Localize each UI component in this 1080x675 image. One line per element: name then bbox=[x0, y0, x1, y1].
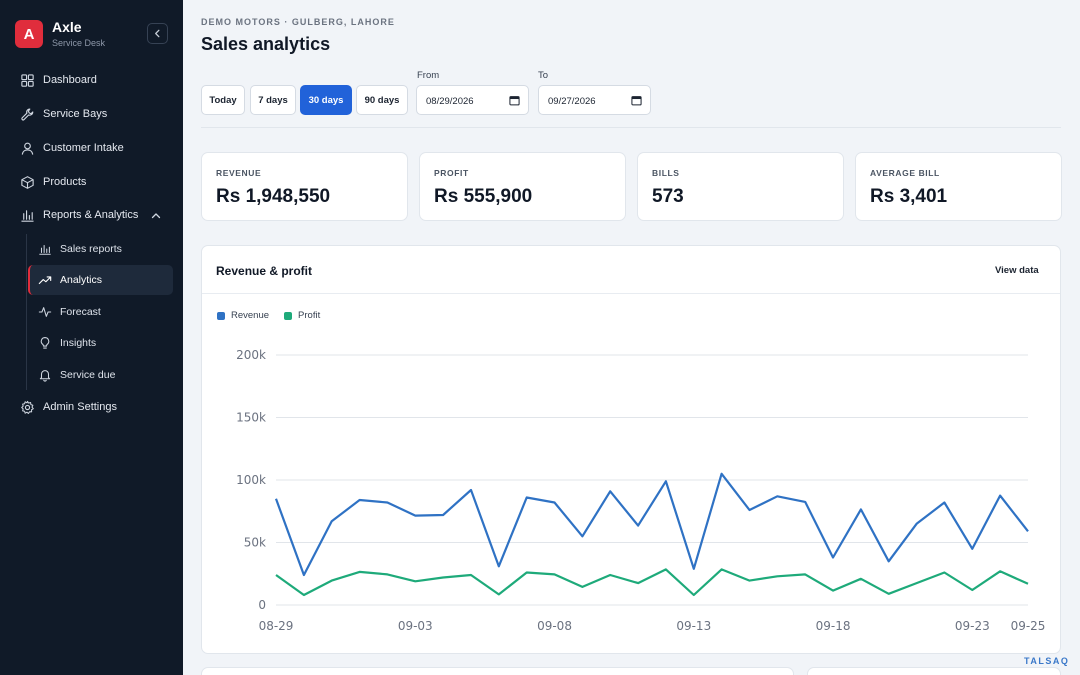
sidebar-subitem-insights[interactable]: Insights bbox=[28, 328, 173, 358]
range-7-days-button[interactable]: 7 days bbox=[250, 85, 296, 115]
lower-card-left bbox=[201, 667, 794, 675]
from-date-input[interactable]: 08/29/2026 bbox=[416, 85, 529, 115]
series-line-revenue[interactable] bbox=[274, 472, 1029, 577]
kpi-label: AVERAGE BILL bbox=[870, 168, 940, 178]
grid-icon bbox=[21, 74, 34, 87]
chart-title: Revenue & profit bbox=[216, 264, 313, 278]
sidebar-subitem-label: Service due bbox=[60, 369, 116, 381]
sidebar-item-admin-settings[interactable]: Admin Settings bbox=[0, 393, 183, 423]
range-today-button[interactable]: Today bbox=[201, 85, 245, 115]
range-90-days-button[interactable]: 90 days bbox=[356, 85, 408, 115]
kpi-value: 573 bbox=[652, 186, 684, 207]
collapse-sidebar-button[interactable] bbox=[147, 23, 168, 44]
calendar-icon[interactable] bbox=[509, 95, 520, 106]
gear-icon bbox=[21, 400, 34, 415]
sidebar-item-label: Reports & Analytics bbox=[43, 209, 139, 221]
trending-up-icon bbox=[38, 276, 52, 285]
sidebar-subitem-sales-reports[interactable]: Sales reports bbox=[28, 234, 173, 264]
kpi-card-revenue: REVENUE Rs 1,948,550 bbox=[201, 152, 408, 221]
revenue-profit-card: Revenue & profit View data Revenue Profi… bbox=[201, 245, 1061, 654]
calendar-icon[interactable] bbox=[631, 95, 642, 106]
to-date-value: 09/27/2026 bbox=[548, 96, 596, 107]
brand[interactable]: A Axle Service Desk bbox=[15, 19, 105, 49]
sidebar-subitem-service-due[interactable]: Service due bbox=[28, 360, 173, 390]
page-eyebrow: DEMO MOTORS · GULBERG, LAHORE bbox=[201, 17, 395, 27]
sidebar-subitem-label: Insights bbox=[60, 337, 97, 349]
sidebar-item-reports-analytics[interactable]: Reports & Analytics bbox=[0, 201, 183, 231]
watermark: TALSAQ bbox=[1024, 656, 1070, 666]
kpi-value: Rs 3,401 bbox=[870, 186, 948, 207]
sidebar-subitem-forecast[interactable]: Forecast bbox=[28, 297, 173, 327]
sidebar-item-dashboard[interactable]: Dashboard bbox=[0, 66, 183, 96]
brand-name: Axle bbox=[52, 19, 82, 35]
kpi-value: Rs 555,900 bbox=[434, 186, 533, 207]
line-chart: 0 50k 100k 150k 200k 08-29 09-03 09-08 09-13 09-1… bbox=[236, 348, 1046, 633]
kpi-value: Rs 1,948,550 bbox=[216, 186, 331, 207]
to-label: To bbox=[538, 70, 549, 81]
box-icon bbox=[21, 176, 34, 189]
kpi-label: PROFIT bbox=[434, 168, 469, 178]
series-line-profit[interactable] bbox=[275, 568, 1029, 597]
sidebar: A Axle Service Desk Dashboard Service Ba… bbox=[0, 0, 183, 675]
y-tick-label: 100k bbox=[236, 473, 266, 487]
brand-logo: A bbox=[15, 20, 43, 48]
y-tick-label: 200k bbox=[236, 348, 266, 362]
x-tick-label: 09-23 bbox=[955, 619, 990, 633]
sidebar-item-label: Admin Settings bbox=[43, 401, 117, 413]
from-date-value: 08/29/2026 bbox=[426, 96, 474, 107]
lower-card-right bbox=[807, 667, 1061, 675]
kpi-label: REVENUE bbox=[216, 168, 262, 178]
from-label: From bbox=[417, 70, 440, 81]
to-date-input[interactable]: 09/27/2026 bbox=[538, 85, 651, 115]
y-tick-label: 150k bbox=[236, 411, 266, 425]
bar-chart-icon bbox=[39, 244, 51, 255]
range-30-days-button[interactable]: 30 days bbox=[300, 85, 352, 115]
bar-chart-icon bbox=[21, 210, 34, 222]
x-tick-label: 08-29 bbox=[259, 619, 294, 633]
page-title: Sales analytics bbox=[201, 34, 331, 54]
chevron-left-icon bbox=[155, 29, 160, 38]
bell-icon bbox=[39, 370, 51, 382]
sidebar-subitem-label: Analytics bbox=[60, 274, 103, 286]
chart-legend: Revenue Profit bbox=[217, 310, 335, 321]
sidebar-item-label: Customer Intake bbox=[43, 142, 124, 154]
y-tick-label: 50k bbox=[244, 536, 266, 550]
header-divider bbox=[201, 127, 1061, 128]
x-tick-label: 09-25 bbox=[1011, 619, 1046, 633]
sidebar-item-label: Service Bays bbox=[43, 108, 108, 120]
x-tick-label: 09-18 bbox=[816, 619, 851, 633]
x-tick-label: 09-13 bbox=[676, 619, 711, 633]
chevron-up-icon bbox=[151, 213, 161, 219]
sidebar-item-products[interactable]: Products bbox=[0, 168, 183, 198]
view-data-button[interactable]: View data bbox=[995, 265, 1039, 276]
brand-subtitle: Service Desk bbox=[52, 38, 106, 48]
chart-card-header: Revenue & profit View data bbox=[202, 246, 1060, 294]
sidebar-item-customer-intake[interactable]: Customer Intake bbox=[0, 134, 183, 164]
sidebar-item-label: Dashboard bbox=[43, 74, 97, 86]
y-tick-label: 0 bbox=[258, 598, 266, 612]
kpi-card-profit: PROFIT Rs 555,900 bbox=[419, 152, 626, 221]
activity-icon bbox=[38, 307, 52, 317]
legend-swatch bbox=[217, 311, 225, 320]
legend-swatch bbox=[284, 311, 293, 320]
lightbulb-icon bbox=[40, 337, 50, 349]
legend-label: Revenue bbox=[231, 310, 270, 321]
sidebar-subitem-label: Forecast bbox=[60, 306, 101, 318]
sidebar-item-label: Products bbox=[43, 176, 87, 188]
submenu-rail bbox=[26, 234, 27, 390]
user-icon bbox=[21, 142, 34, 155]
sidebar-subitem-analytics[interactable]: Analytics bbox=[28, 265, 173, 295]
x-tick-label: 09-03 bbox=[398, 619, 433, 633]
x-tick-label: 09-08 bbox=[537, 619, 572, 633]
legend-label: Profit bbox=[298, 310, 321, 321]
kpi-card-average-bill: AVERAGE BILL Rs 3,401 bbox=[855, 152, 1062, 221]
sidebar-subitem-label: Sales reports bbox=[60, 243, 122, 255]
sidebar-item-service-bays[interactable]: Service Bays bbox=[0, 100, 183, 130]
kpi-label: BILLS bbox=[652, 168, 680, 178]
wrench-icon bbox=[21, 108, 34, 121]
kpi-card-bills: BILLS 573 bbox=[637, 152, 844, 221]
legend-item-profit[interactable]: Profit bbox=[284, 310, 320, 321]
legend-item-revenue[interactable]: Revenue bbox=[217, 310, 269, 321]
